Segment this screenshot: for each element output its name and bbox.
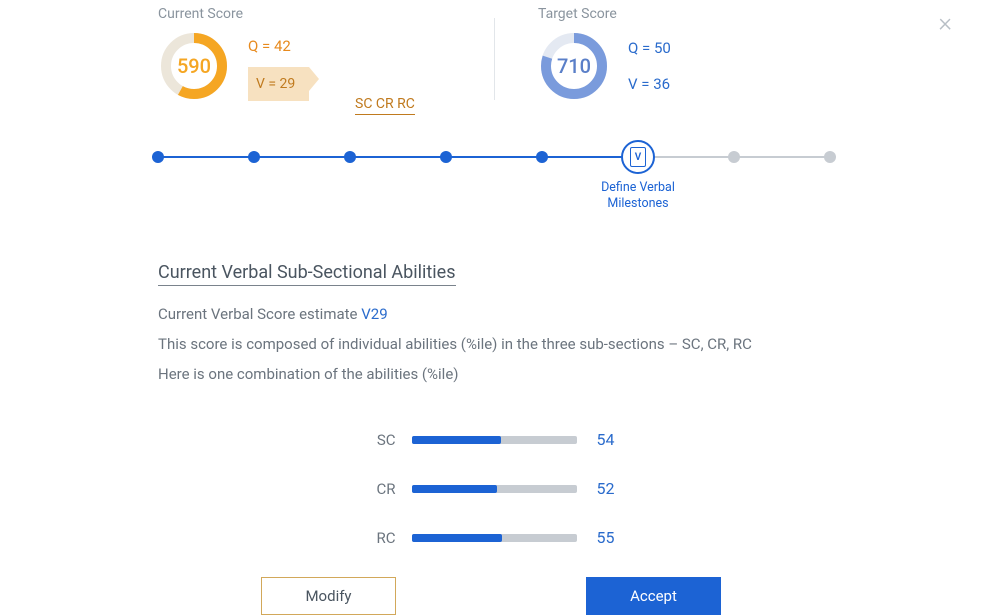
- bar-track[interactable]: [412, 485, 577, 493]
- body-line1-estimate: V29: [361, 305, 387, 323]
- progress-dot[interactable]: [344, 151, 356, 163]
- body-text: Current Verbal Score estimate V29 This s…: [158, 302, 982, 386]
- progress-active-icon: V: [630, 147, 646, 167]
- current-score-value: 590: [158, 30, 230, 102]
- progress-dot[interactable]: [824, 151, 836, 163]
- target-score-value: 710: [538, 30, 610, 102]
- target-score-donut: 710: [538, 30, 610, 102]
- footer-buttons: Modify Accept: [0, 577, 982, 615]
- header-divider: [494, 18, 495, 100]
- bar-label: RC: [356, 529, 396, 547]
- progress-dot[interactable]: [152, 151, 164, 163]
- bar-value: 55: [597, 528, 627, 547]
- current-q-label: Q = 42: [248, 31, 309, 61]
- sub-section-labels: SC CR RC: [355, 96, 415, 115]
- bar-track[interactable]: [412, 534, 577, 542]
- modify-button[interactable]: Modify: [261, 577, 396, 615]
- progress-line-fill: [158, 156, 638, 158]
- current-score-block: Current Score 590 Q = 42 V = 29: [158, 6, 518, 102]
- bar-row: SC 54: [0, 430, 982, 449]
- bar-label: CR: [356, 480, 396, 498]
- current-v-badge: V = 29: [248, 67, 309, 101]
- current-score-title: Current Score: [158, 6, 518, 22]
- bar-label: SC: [356, 431, 396, 449]
- bar-row: RC 55: [0, 528, 982, 547]
- progress-active-label: Define Verbal Milestones: [578, 180, 698, 213]
- bar-row: CR 52: [0, 479, 982, 498]
- progress-dot[interactable]: [440, 151, 452, 163]
- bar-fill: [412, 485, 498, 493]
- section-title: Current Verbal Sub-Sectional Abilities: [158, 262, 456, 286]
- progress-stepper: V Define Verbal Milestones: [0, 146, 982, 206]
- target-q-label: Q = 50: [628, 33, 671, 63]
- body-line3: Here is one combination of the abilities…: [158, 362, 982, 386]
- target-v-label: V = 36: [628, 69, 671, 99]
- progress-dot[interactable]: [248, 151, 260, 163]
- accept-button[interactable]: Accept: [586, 577, 721, 615]
- ability-bars: SC 54 CR 52 RC 55: [0, 430, 982, 547]
- progress-dot[interactable]: [728, 151, 740, 163]
- body-line2: This score is composed of individual abi…: [158, 332, 982, 356]
- body-line1-prefix: Current Verbal Score estimate: [158, 305, 361, 323]
- progress-step-active[interactable]: V: [621, 140, 655, 174]
- bar-fill: [412, 436, 501, 444]
- bar-track[interactable]: [412, 436, 577, 444]
- score-header: Current Score 590 Q = 42 V = 29 Target S…: [0, 0, 982, 102]
- bar-value: 52: [597, 479, 627, 498]
- target-score-title: Target Score: [538, 6, 878, 22]
- bar-fill: [412, 534, 503, 542]
- progress-dot[interactable]: [536, 151, 548, 163]
- current-score-donut: 590: [158, 30, 230, 102]
- bar-value: 54: [597, 430, 627, 449]
- target-score-block: Target Score 710 Q = 50 V = 36: [538, 6, 878, 102]
